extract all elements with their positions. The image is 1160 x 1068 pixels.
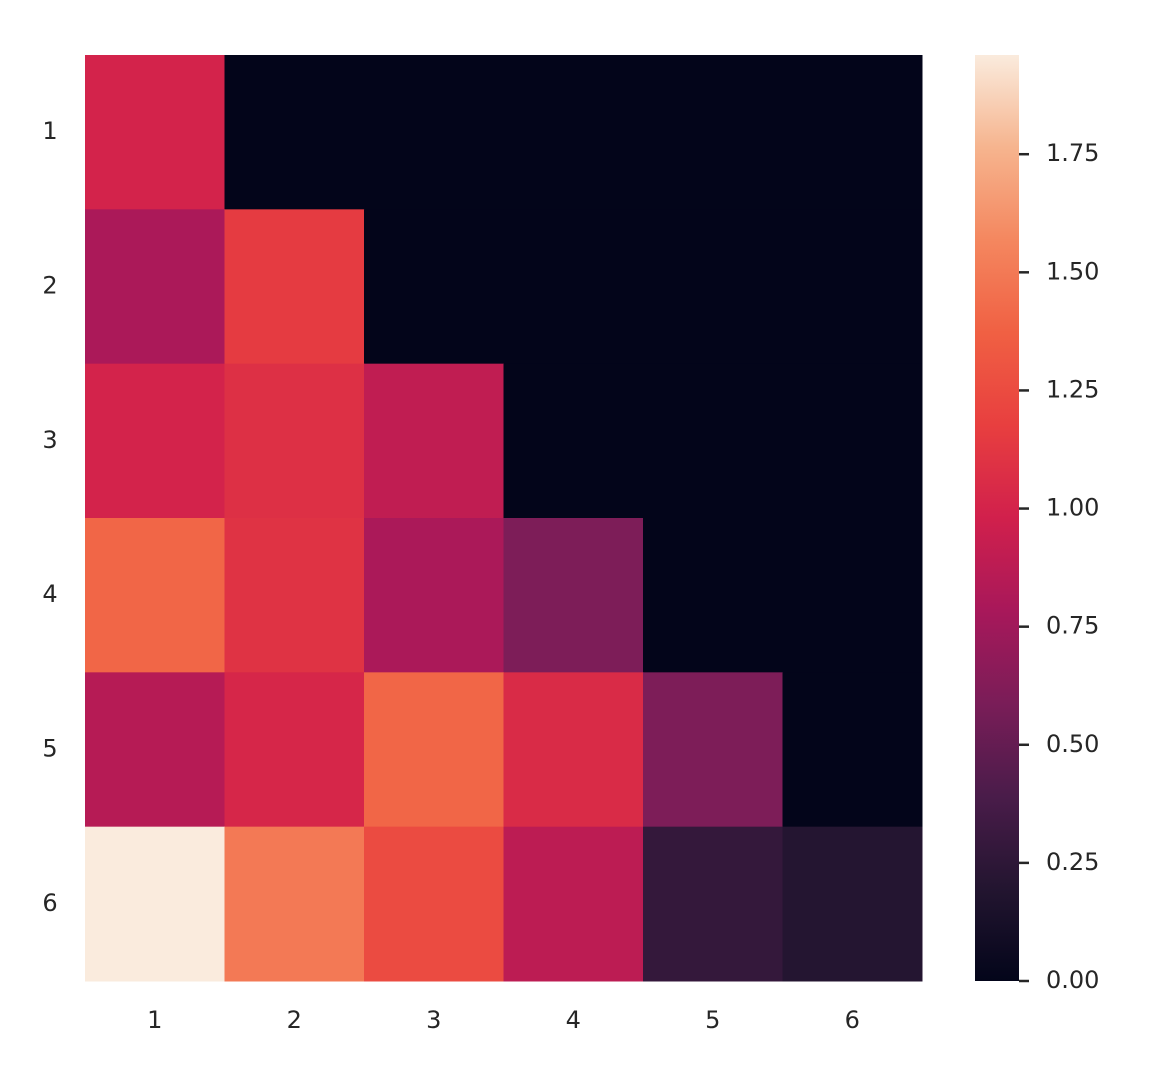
y-tick-label: 1 — [42, 117, 57, 145]
heatmap-cell — [503, 55, 644, 210]
heatmap-cell — [503, 518, 644, 673]
x-tick-label: 1 — [147, 1006, 162, 1034]
heatmap-cell — [364, 55, 504, 210]
heatmap-cell — [782, 209, 923, 365]
colorbar-tick-label: 0.75 — [1046, 612, 1099, 640]
y-tick-label: 4 — [42, 580, 57, 608]
x-tick-label: 2 — [287, 1006, 302, 1034]
heatmap-cell — [643, 518, 783, 673]
heatmap-cell — [503, 826, 644, 982]
heatmap-cell — [782, 363, 923, 519]
heatmap-cell — [643, 363, 783, 519]
heatmap-cell — [85, 55, 225, 210]
heatmap-cell — [85, 672, 225, 828]
colorbar-tick-label: 1.50 — [1046, 257, 1099, 285]
heatmap-cell — [224, 209, 365, 365]
heatmap-cell — [224, 826, 365, 982]
x-tick-label: 5 — [705, 1006, 720, 1034]
heatmap-cell — [85, 826, 225, 982]
heatmap-cell — [224, 672, 365, 828]
heatmap-cell — [643, 826, 783, 982]
heatmap-cell — [503, 209, 644, 365]
y-tick-label: 6 — [42, 889, 57, 917]
x-tick-label: 6 — [845, 1006, 860, 1034]
heatmap-cell — [85, 518, 225, 673]
heatmap-cell — [364, 826, 504, 982]
x-tick-label: 3 — [426, 1006, 441, 1034]
heatmap-cell — [364, 363, 504, 519]
heatmap-cell — [224, 518, 365, 673]
heatmap-cell — [503, 672, 644, 828]
heatmap-cell — [643, 672, 783, 828]
heatmap-cell — [643, 209, 783, 365]
colorbar-tick-label: 0.50 — [1046, 730, 1099, 758]
x-tick-label: 4 — [566, 1006, 581, 1034]
heatmap-cell — [782, 672, 923, 828]
colorbar-tick-label: 1.75 — [1046, 139, 1099, 167]
heatmap-cell — [85, 209, 225, 365]
heatmap-cell — [782, 55, 923, 210]
heatmap-cell — [364, 672, 504, 828]
heatmap-cell — [643, 55, 783, 210]
heatmap-cell — [782, 826, 923, 982]
y-tick-label: 2 — [42, 272, 57, 300]
heatmap-cell — [782, 518, 923, 673]
heatmap-cell — [85, 363, 225, 519]
y-tick-label: 5 — [42, 735, 57, 763]
heatmap-cell — [224, 363, 365, 519]
colorbar-tick-label: 0.00 — [1046, 966, 1099, 994]
colorbar-tick-label: 0.25 — [1046, 848, 1099, 876]
y-tick-label: 3 — [42, 426, 57, 454]
colorbar-tick-label: 1.25 — [1046, 375, 1099, 403]
heatmap-cell — [364, 518, 504, 673]
colorbar — [975, 55, 1019, 981]
heatmap-cell — [364, 209, 504, 365]
heatmap-cell — [503, 363, 644, 519]
colorbar-tick-label: 1.00 — [1046, 494, 1099, 522]
heatmap-cell — [224, 55, 365, 210]
